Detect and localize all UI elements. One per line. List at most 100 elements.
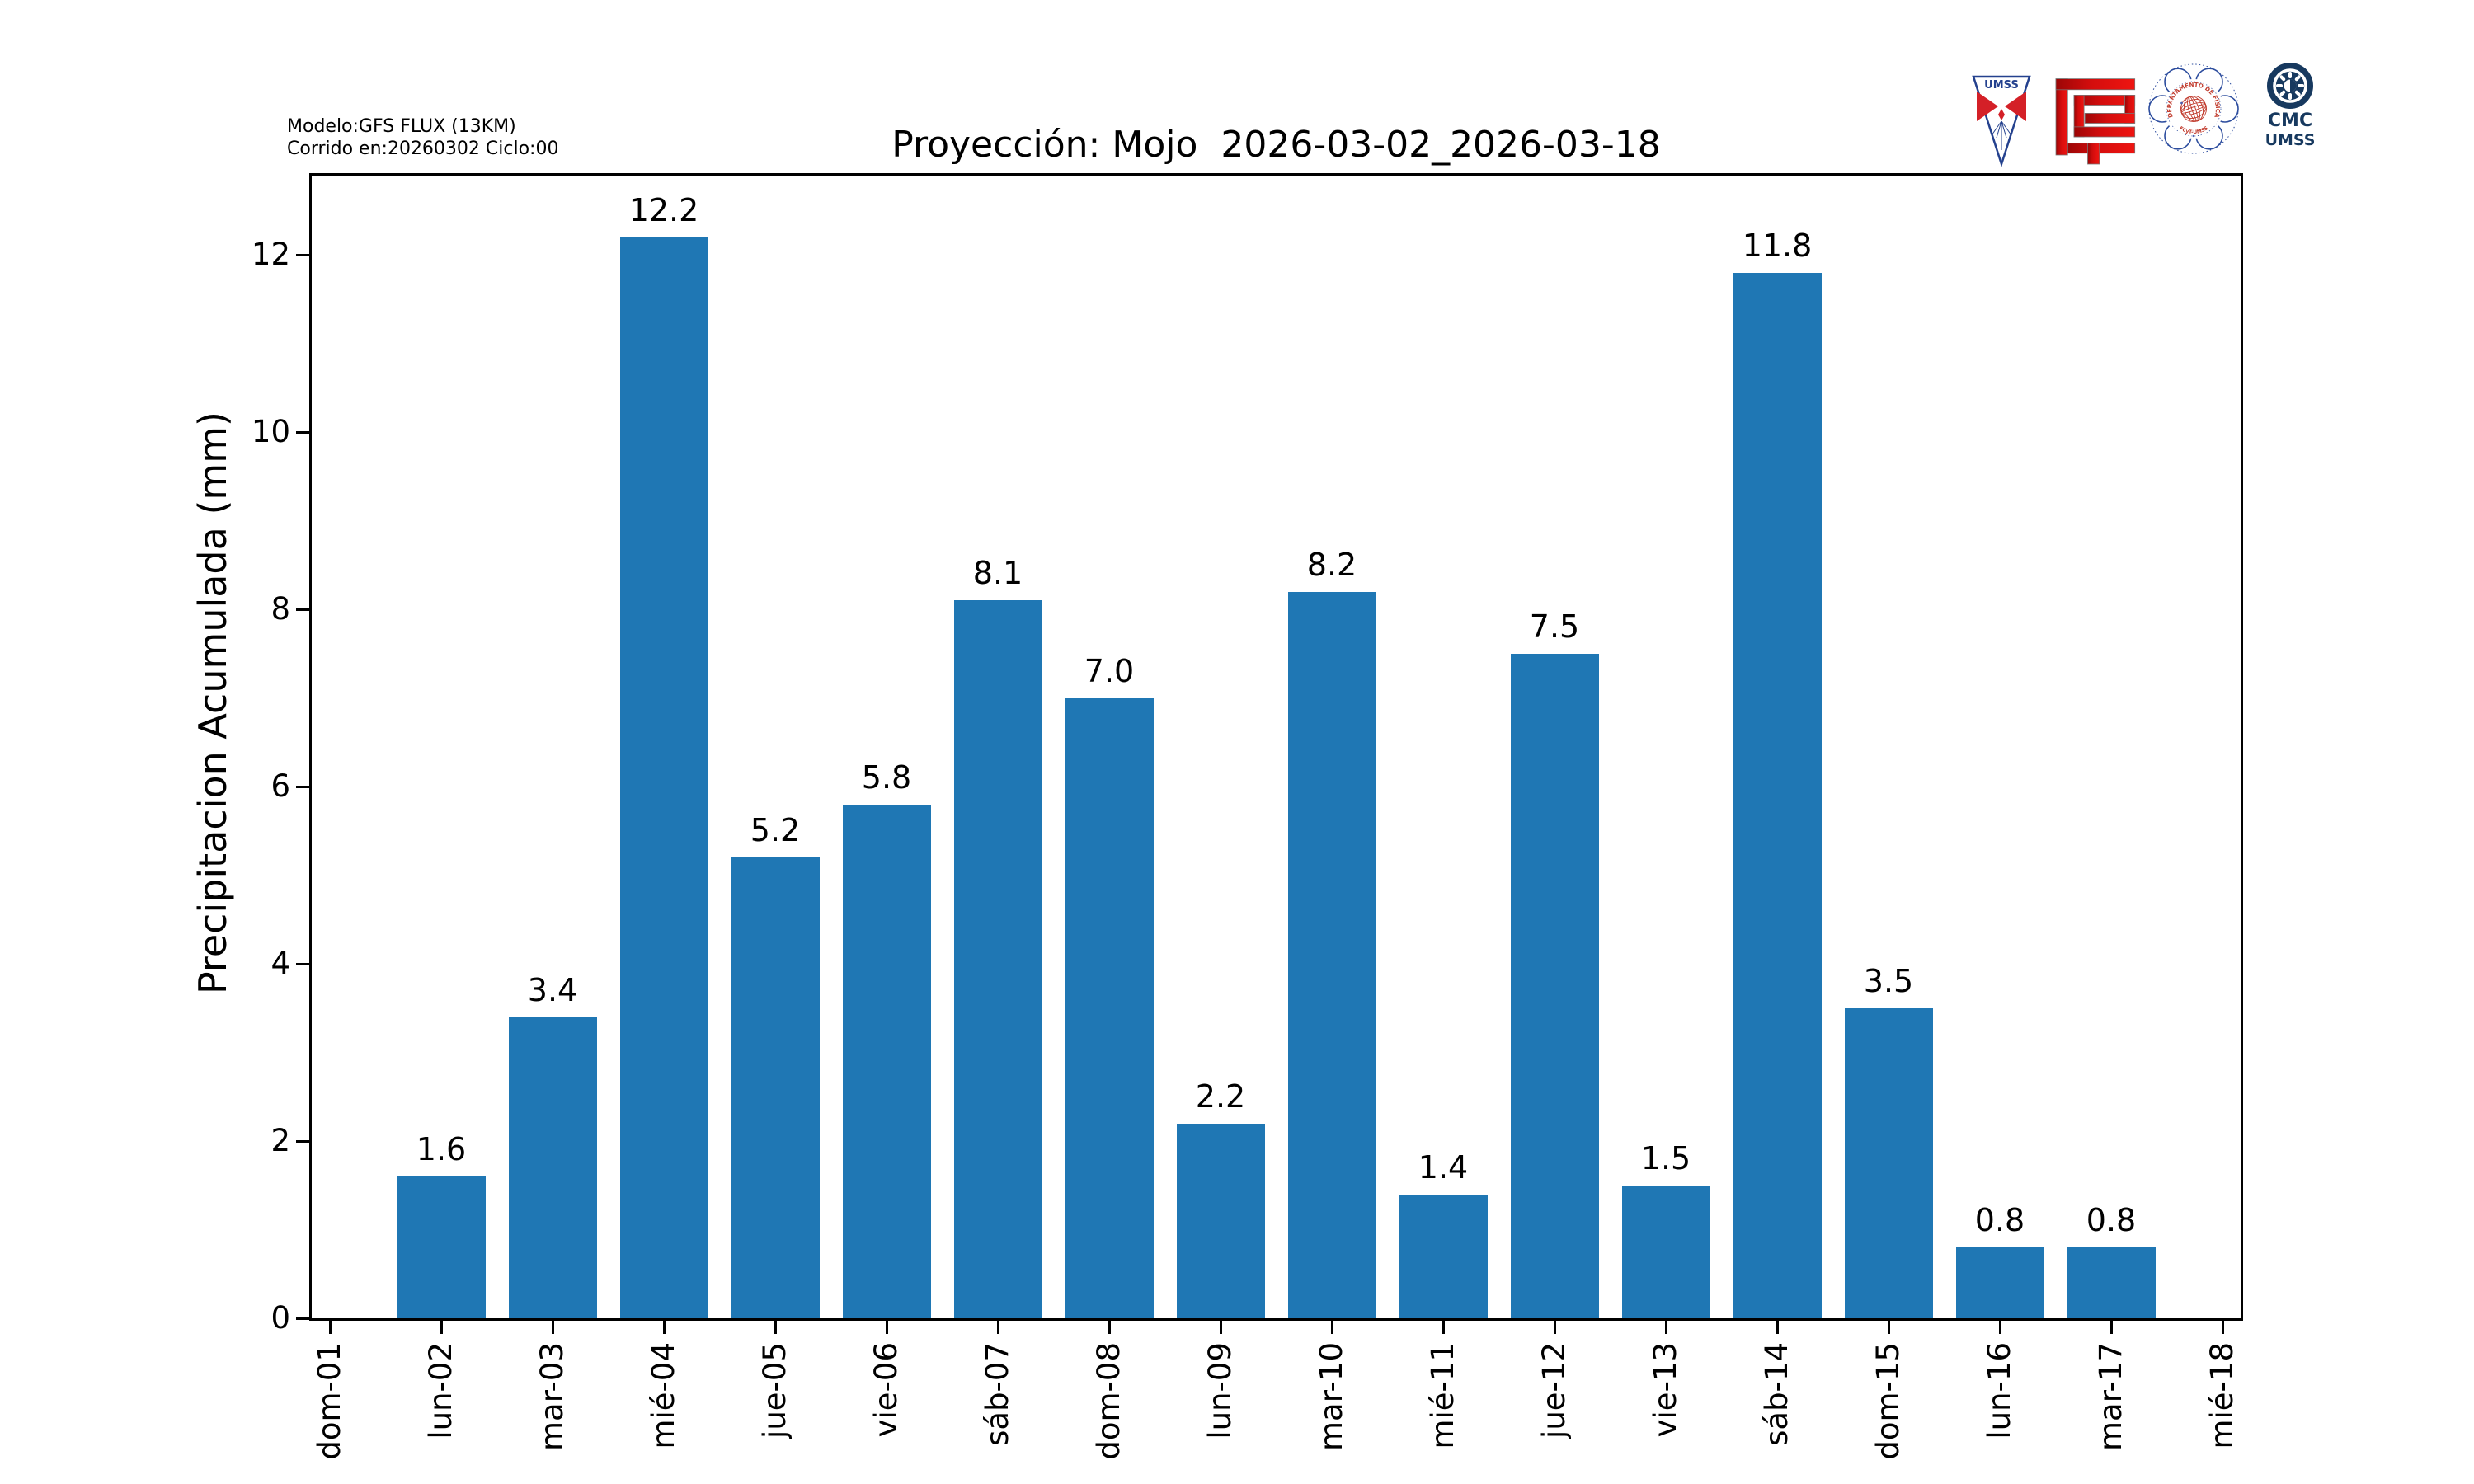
x-tick-label: lun-09 xyxy=(1202,1342,1238,1439)
y-tick-mark xyxy=(296,1139,309,1143)
bar-value-label: 11.8 xyxy=(1742,228,1813,264)
bar xyxy=(1955,1247,2044,1318)
x-tick-label: jue-12 xyxy=(1536,1342,1572,1439)
bar xyxy=(1733,273,1822,1318)
x-tick-label: mar-03 xyxy=(534,1342,570,1451)
model-info-line1: Modelo:GFS FLUX (13KM) xyxy=(287,116,516,137)
bar-value-label: 2.2 xyxy=(1195,1078,1246,1115)
seal-dot xyxy=(2192,134,2195,138)
bar-value-label: 8.1 xyxy=(972,555,1023,591)
bar xyxy=(1176,1124,1265,1318)
x-tick-mark xyxy=(885,1321,888,1334)
maze-shape xyxy=(2055,78,2136,165)
x-tick-mark xyxy=(662,1321,666,1334)
x-tick-mark xyxy=(1108,1321,1111,1334)
physics-department-seal-logo: DEPARTAMENTO DE FÍSICA FCyT-UMSS xyxy=(2148,63,2239,154)
chart-title: Proyección: Mojo 2026-03-02_2026-03-18 xyxy=(891,124,1661,166)
bar-value-label: 3.4 xyxy=(527,972,578,1008)
x-tick-mark xyxy=(1887,1321,1890,1334)
bar-value-label: 1.6 xyxy=(416,1131,467,1167)
bar-value-label: 8.2 xyxy=(1306,547,1357,583)
model-info-line2: Corrido en:20260302 Ciclo:00 xyxy=(287,139,559,159)
bar xyxy=(842,805,931,1318)
fcyt-maze-logo xyxy=(2055,78,2136,165)
bar xyxy=(1621,1186,1710,1318)
x-tick-label: dom-08 xyxy=(1091,1342,1126,1460)
x-tick-mark xyxy=(551,1321,554,1334)
x-tick-label: lun-16 xyxy=(1982,1342,2017,1439)
y-tick-mark xyxy=(296,1317,309,1320)
bar xyxy=(1287,592,1376,1318)
y-tick-label: 12 xyxy=(251,237,290,273)
bar xyxy=(397,1176,486,1318)
seal-dot xyxy=(2180,101,2183,105)
x-tick-label: mié-04 xyxy=(646,1342,681,1449)
x-tick-mark xyxy=(996,1321,999,1334)
y-tick-label: 6 xyxy=(270,768,290,805)
x-tick-label: sáb-07 xyxy=(980,1342,1015,1446)
bar xyxy=(508,1017,597,1318)
bar-value-label: 1.4 xyxy=(1418,1149,1469,1186)
bar-value-label: 5.2 xyxy=(750,812,801,848)
y-tick-mark xyxy=(296,962,309,965)
bar-value-label: 7.0 xyxy=(1084,653,1135,689)
x-tick-label: mié-18 xyxy=(2204,1342,2240,1449)
pennant-left-triangle xyxy=(1977,92,1998,121)
x-tick-mark xyxy=(2109,1321,2113,1334)
cmc-rays xyxy=(2276,72,2304,100)
bar-value-label: 1.5 xyxy=(1640,1140,1691,1176)
cmc-text-line2: UMSS xyxy=(2265,131,2316,149)
bar-value-label: 0.8 xyxy=(1974,1202,2025,1238)
umss-pennant-logo: UMSS xyxy=(1972,75,2031,167)
x-tick-mark xyxy=(440,1321,443,1334)
cmc-moon-half xyxy=(2290,79,2297,92)
y-tick-label: 8 xyxy=(270,591,290,627)
pennant-right-triangle xyxy=(2005,92,2026,121)
y-tick-mark xyxy=(296,430,309,434)
bar xyxy=(1065,698,1154,1318)
model-info: Modelo:GFS FLUX (13KM) Corrido en:202603… xyxy=(287,115,558,160)
bar-value-label: 7.5 xyxy=(1529,608,1580,645)
x-tick-label: vie-06 xyxy=(868,1342,904,1438)
x-tick-mark xyxy=(1776,1321,1779,1334)
x-tick-label: lun-02 xyxy=(423,1342,459,1439)
x-tick-mark xyxy=(1664,1321,1667,1334)
x-tick-mark xyxy=(2221,1321,2224,1334)
bar-value-label: 0.8 xyxy=(2086,1202,2137,1238)
seal-scalloped-border xyxy=(2148,63,2239,154)
x-tick-mark xyxy=(1219,1321,1222,1334)
y-tick-label: 0 xyxy=(270,1300,290,1336)
bar xyxy=(2067,1247,2156,1318)
pennant-text: UMSS xyxy=(1984,79,2019,92)
x-tick-label: dom-01 xyxy=(312,1342,347,1460)
seal-globe xyxy=(2180,96,2207,122)
y-tick-mark xyxy=(296,253,309,256)
bar xyxy=(619,237,708,1318)
y-axis-label: Precipitacion Acumulada (mm) xyxy=(190,411,235,994)
bar xyxy=(1844,1008,1933,1318)
x-tick-label: sáb-14 xyxy=(1759,1342,1794,1446)
y-tick-mark xyxy=(296,608,309,611)
bar xyxy=(953,600,1042,1318)
cmc-umss-logo: CMC UMSS xyxy=(2265,63,2316,149)
plot-area xyxy=(309,173,2243,1321)
bar xyxy=(1399,1195,1488,1318)
bar-value-label: 12.2 xyxy=(628,192,699,228)
y-tick-label: 2 xyxy=(270,1123,290,1159)
x-tick-label: mié-11 xyxy=(1425,1342,1460,1449)
x-tick-label: vie-13 xyxy=(1648,1342,1683,1438)
bar xyxy=(731,857,820,1318)
pennant-diamond xyxy=(1998,109,2005,120)
y-tick-label: 4 xyxy=(270,946,290,982)
y-tick-mark xyxy=(296,785,309,788)
bar-value-label: 5.8 xyxy=(861,759,912,796)
x-tick-mark xyxy=(1330,1321,1333,1334)
cmc-text-line1: CMC xyxy=(2268,110,2312,131)
x-tick-label: mar-10 xyxy=(1314,1342,1349,1451)
y-tick-label: 10 xyxy=(251,414,290,450)
x-tick-label: dom-15 xyxy=(1870,1342,1906,1460)
bar-value-label: 3.5 xyxy=(1863,963,1914,999)
x-tick-mark xyxy=(774,1321,777,1334)
x-tick-mark xyxy=(328,1321,332,1334)
